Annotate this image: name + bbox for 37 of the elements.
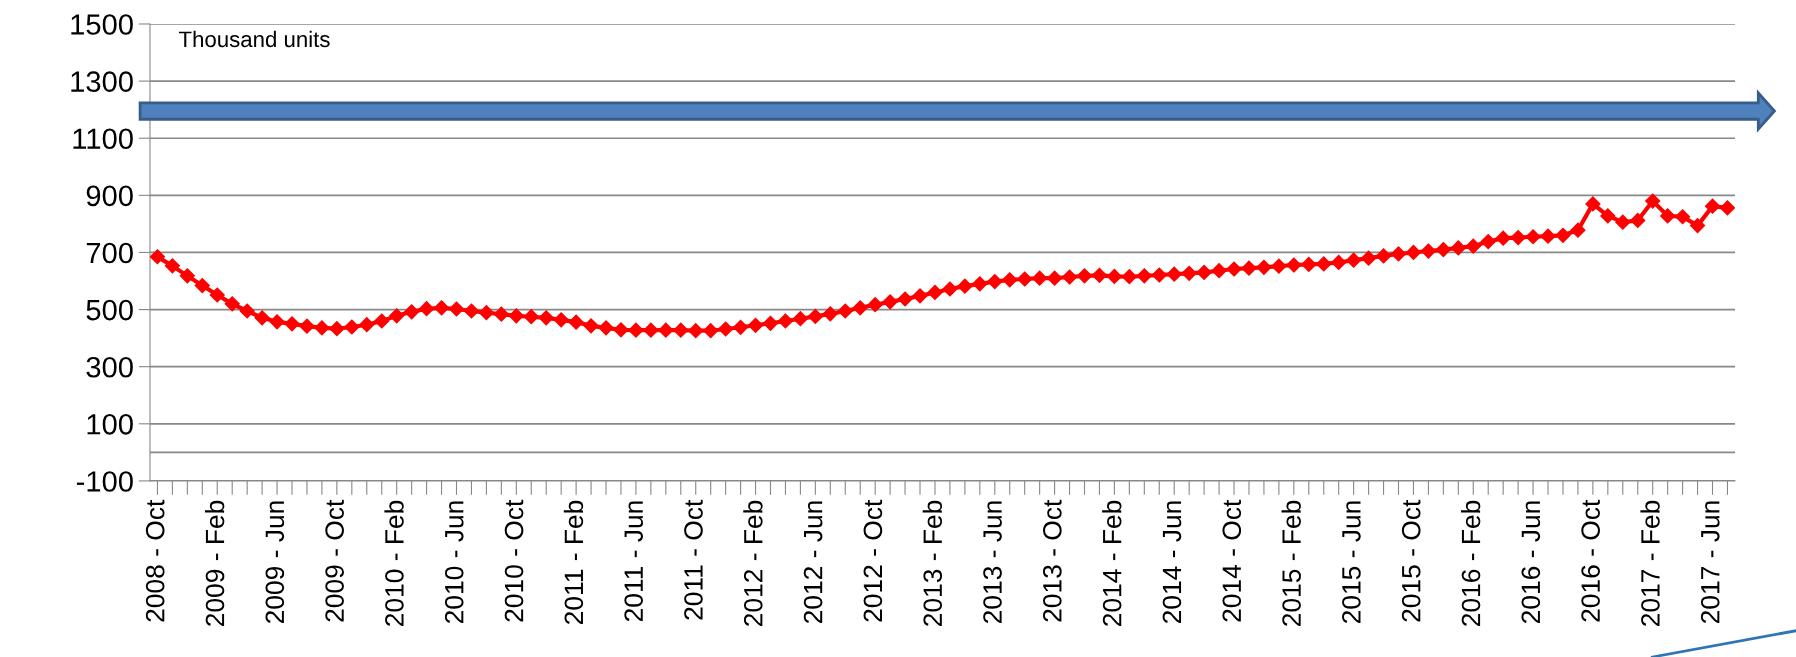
x-tick-label: 2017 - Jun	[1700, 501, 1720, 624]
x-tick-label: 2016 - Feb	[1460, 500, 1481, 626]
y-tick-label: 300	[86, 356, 133, 378]
y-tick-label: -100	[76, 471, 133, 492]
x-tick-label: 2016 - Jun	[1521, 501, 1541, 624]
x-tick-label: 2013 - Oct	[1042, 499, 1062, 622]
x-tick-label: 2010 - Oct	[504, 499, 524, 622]
x-tick-label: 2012 - Oct	[863, 499, 883, 622]
x-tick-label: 2015 - Jun	[1342, 501, 1361, 624]
y-tick-label: 100	[87, 414, 133, 435]
y-tick-label: 900	[86, 185, 133, 207]
x-tick-label: 2014 - Feb	[1102, 500, 1122, 626]
x-tick-label: 2013 - Jun	[983, 501, 1002, 624]
x-tick-label: 2010 - Feb	[384, 500, 404, 626]
x-tick-label: 2012 - Jun	[803, 501, 823, 624]
x-tick-label: 2011 - Jun	[624, 501, 644, 622]
x-tick-label: 2009 - Feb	[204, 500, 225, 626]
x-tick-label: 2009 - Oct	[325, 499, 344, 622]
x-tick-label: 2015 - Feb	[1281, 500, 1301, 626]
y-tick-label: 1100	[73, 128, 133, 150]
x-tick-label: 2014 - Oct	[1222, 499, 1242, 622]
x-tick-label: 2016 - Oct	[1581, 499, 1600, 622]
x-tick-label: 2014 - Jun	[1162, 501, 1182, 624]
annotation: Thousand units	[179, 30, 330, 48]
x-tick-label: 2011 - Feb	[563, 500, 584, 625]
x-tick-label: 2008 - Oct	[145, 499, 165, 622]
x-tick-label: 2015 - Oct	[1401, 499, 1421, 622]
y-tick-label: 1300	[71, 71, 133, 92]
x-tick-label: 2012 - Feb	[743, 500, 763, 626]
y-tick-label: 700	[86, 242, 133, 264]
x-tick-label: 2017 - Feb	[1640, 500, 1660, 626]
x-tick-label: 2009 - Jun	[265, 501, 285, 624]
x-tick-label: 2011 - Oct	[684, 499, 703, 620]
y-tick-label: 1500	[71, 14, 133, 35]
y-tick-label: 500	[86, 299, 133, 321]
x-tick-label: 2013 - Feb	[922, 500, 943, 626]
x-tick-label: 2010 - Jun	[444, 501, 464, 624]
